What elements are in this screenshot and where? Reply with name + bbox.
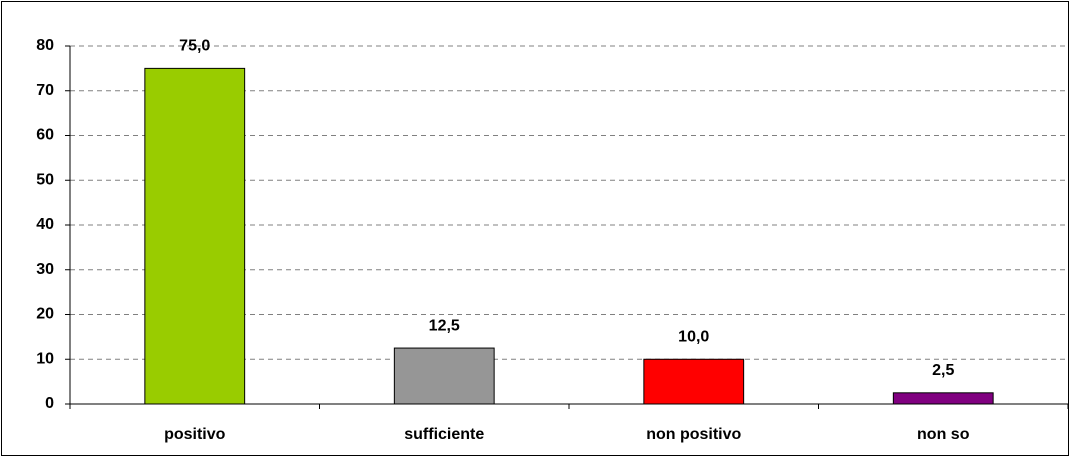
bar	[393, 347, 495, 405]
y-tick-label: 30	[36, 261, 54, 278]
bar	[144, 67, 246, 405]
y-tick-label: 40	[36, 216, 54, 233]
value-label: 75,0	[179, 38, 210, 55]
x-tick-label: sufficiente	[404, 426, 484, 443]
value-label: 12,5	[429, 317, 460, 334]
bar	[643, 358, 745, 405]
value-label: 10,0	[678, 328, 709, 345]
y-tick-label: 50	[36, 171, 54, 188]
x-tick-label: positivo	[164, 426, 226, 443]
x-tick-label: non so	[917, 426, 970, 443]
y-tick-label: 10	[36, 350, 54, 367]
bar	[892, 392, 994, 405]
y-tick-label: 70	[36, 82, 54, 99]
y-tick-label: 60	[36, 127, 54, 144]
y-tick-label: 0	[45, 395, 54, 412]
x-tick-label: non positivo	[646, 426, 741, 443]
y-tick-label: 20	[36, 306, 54, 323]
y-tick-label: 80	[36, 37, 54, 54]
value-label: 2,5	[932, 362, 954, 379]
